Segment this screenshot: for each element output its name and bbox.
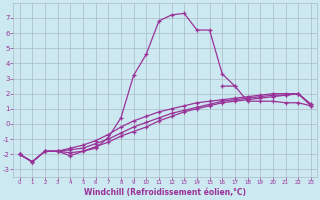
X-axis label: Windchill (Refroidissement éolien,°C): Windchill (Refroidissement éolien,°C)	[84, 188, 246, 197]
